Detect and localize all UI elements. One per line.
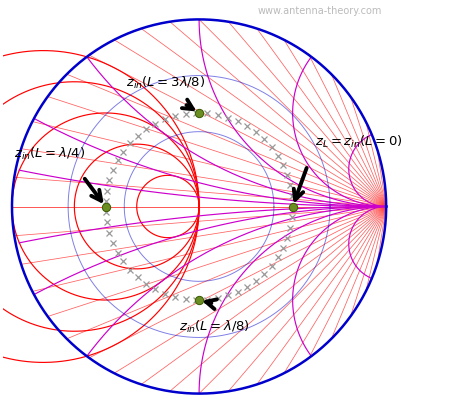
Text: $z_{in}(L = \lambda/8)$: $z_{in}(L = \lambda/8)$ <box>179 319 249 335</box>
Text: www.antenna-theory.com: www.antenna-theory.com <box>258 6 383 16</box>
Text: $z_{in}(L = \lambda/4)$: $z_{in}(L = \lambda/4)$ <box>14 145 85 161</box>
Text: $z_{in}(L = 3\lambda/8)$: $z_{in}(L = 3\lambda/8)$ <box>126 74 205 90</box>
Text: $z_L = z_{in}(L=0)$: $z_L = z_{in}(L=0)$ <box>315 134 403 150</box>
